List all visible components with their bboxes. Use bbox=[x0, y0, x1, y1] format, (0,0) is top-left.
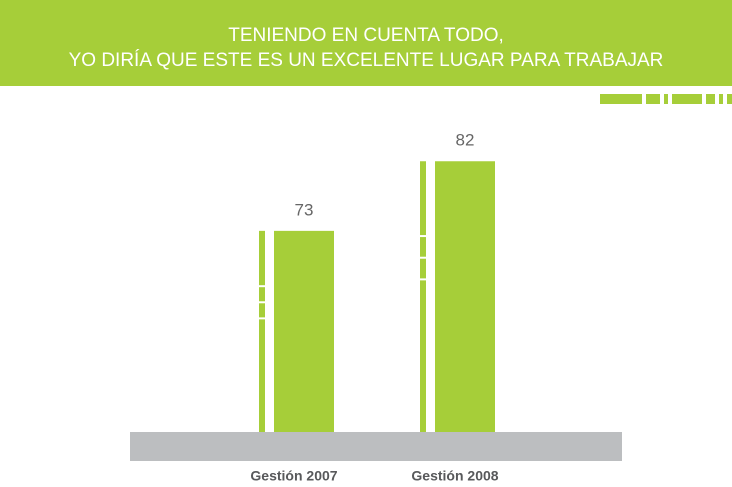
bar-accent bbox=[259, 287, 265, 302]
bar-accent bbox=[259, 319, 265, 432]
bar-accent bbox=[420, 161, 426, 236]
value-label: 82 bbox=[456, 131, 475, 150]
bar bbox=[435, 161, 495, 432]
x-tick-label: Gestión 2008 bbox=[411, 468, 498, 484]
value-label: 73 bbox=[295, 200, 314, 219]
decor-stripes bbox=[600, 94, 732, 104]
bar bbox=[274, 230, 334, 432]
bar-accent bbox=[420, 258, 426, 279]
baseline-band bbox=[130, 432, 622, 461]
header-band bbox=[0, 0, 732, 86]
bar-accent bbox=[259, 230, 265, 286]
x-tick-label: Gestión 2007 bbox=[250, 468, 337, 484]
chart-title: YO DIRÍA QUE ESTE ES UN EXCELENTE LUGAR … bbox=[69, 50, 664, 71]
bar-accent bbox=[420, 280, 426, 432]
bar-accent bbox=[420, 237, 426, 257]
chart-title: TENIENDO EN CUENTA TODO, bbox=[228, 25, 504, 46]
bar-accent bbox=[259, 303, 265, 318]
